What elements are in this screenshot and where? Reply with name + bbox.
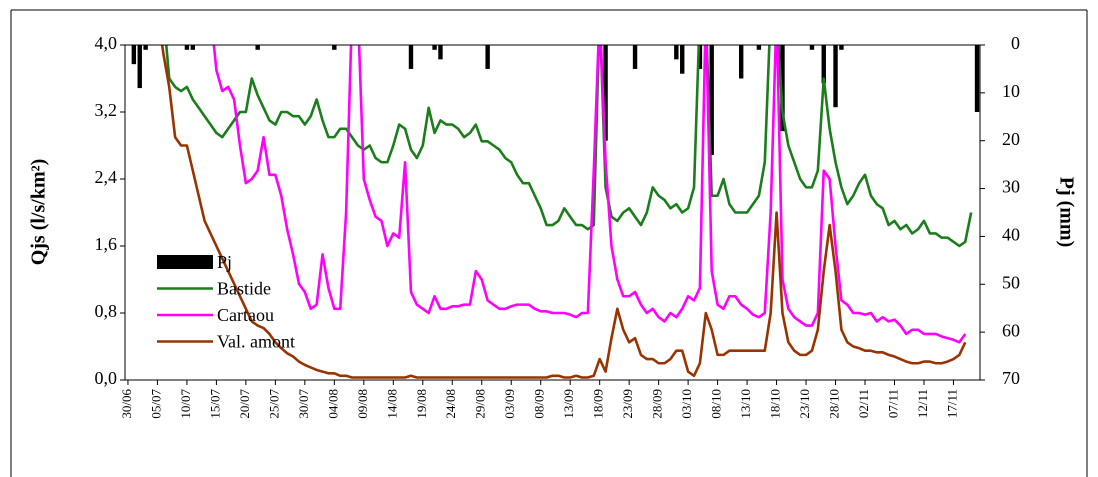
bar — [184, 45, 190, 50]
bar — [603, 45, 608, 141]
bar — [680, 45, 685, 74]
x-tick-label: 17/11 — [944, 389, 959, 418]
x-tick-label: 05/07 — [148, 389, 163, 419]
bar — [332, 45, 337, 50]
x-tick-label: 18/10 — [768, 389, 783, 419]
legend-label: Pj — [217, 252, 232, 272]
x-tick-label: 19/08 — [414, 389, 429, 419]
bar — [821, 45, 826, 84]
x-tick-label: 07/11 — [885, 389, 900, 418]
x-tick-label: 28/10 — [827, 389, 842, 419]
bar — [809, 45, 815, 50]
y2-tick-label: 30 — [1002, 177, 1020, 197]
x-tick-label: 20/07 — [237, 389, 252, 419]
bar — [833, 45, 838, 108]
x-tick-label: 12/11 — [915, 389, 930, 418]
bar — [756, 45, 762, 50]
x-tick-label: 03/09 — [502, 389, 517, 419]
x-tick-label: 04/08 — [325, 389, 340, 419]
legend-label: Val. amont — [217, 332, 295, 352]
legend-swatch — [157, 255, 213, 269]
y2-tick-label: 50 — [1002, 272, 1020, 292]
x-tick-label: 18/09 — [591, 389, 606, 419]
line — [212, 45, 967, 344]
y2-tick-label: 0 — [1011, 33, 1020, 53]
x-tick-label: 15/07 — [207, 389, 222, 419]
bar — [143, 45, 148, 50]
plot-area — [131, 45, 980, 379]
y-tick-label: 2,4 — [95, 167, 118, 187]
line — [164, 45, 973, 248]
y-tick-label: 3,2 — [95, 100, 118, 120]
x-tick-label: 25/07 — [266, 389, 281, 419]
y-tick-label: 4,0 — [95, 33, 118, 53]
x-tick-label: 23/09 — [620, 389, 635, 419]
x-tick-label: 08/09 — [532, 389, 547, 419]
x-tick-label: 13/09 — [561, 389, 576, 419]
bar — [738, 45, 744, 79]
x-tick-label: 23/10 — [797, 389, 812, 419]
y2-tick-label: 60 — [1002, 320, 1020, 340]
bar — [190, 45, 196, 50]
y-tick-label: 1,6 — [95, 234, 118, 254]
bar — [131, 45, 137, 65]
x-tick-label: 09/08 — [355, 389, 370, 419]
x-tick-label: 14/08 — [384, 389, 399, 419]
bar — [255, 45, 260, 50]
plot-frame — [124, 44, 981, 381]
legend-label: Bastide — [217, 279, 271, 299]
bar — [697, 45, 703, 69]
bar — [408, 45, 414, 69]
y2-tick-label: 40 — [1002, 225, 1020, 245]
bar — [780, 45, 785, 132]
x-tick-label: 30/06 — [119, 389, 134, 419]
y-tick-label: 0,8 — [95, 301, 118, 321]
y2-tick-label: 10 — [1002, 81, 1020, 101]
bar — [709, 45, 714, 156]
x-tick-label: 28/09 — [650, 389, 665, 419]
bar — [974, 45, 980, 112]
bar — [839, 45, 844, 50]
bar — [438, 45, 443, 60]
x-tick-label: 10/07 — [178, 389, 193, 419]
x-tick-label: 29/08 — [473, 389, 488, 419]
y-tick-label: 0,0 — [95, 368, 118, 388]
x-tick-label: 24/08 — [443, 389, 458, 419]
x-tick-label: 30/07 — [296, 389, 311, 419]
bar — [674, 45, 679, 60]
bar — [137, 45, 142, 89]
bar — [632, 45, 638, 69]
x-tick-label: 03/10 — [679, 389, 694, 419]
bar — [432, 45, 437, 50]
x-tick-label: 13/10 — [738, 389, 753, 419]
x-tick-label: 08/10 — [709, 389, 724, 419]
y2-axis-title: Pj (mm) — [1055, 177, 1077, 248]
y2-tick-label: 70 — [1002, 368, 1020, 388]
y2-tick-label: 20 — [1002, 129, 1020, 149]
y-axis-title: Qjs (l/s/km²) — [28, 159, 50, 266]
x-tick-label: 02/11 — [856, 389, 871, 418]
line — [160, 45, 967, 379]
legend-label: Cartaou — [217, 305, 274, 325]
bar — [485, 45, 490, 69]
